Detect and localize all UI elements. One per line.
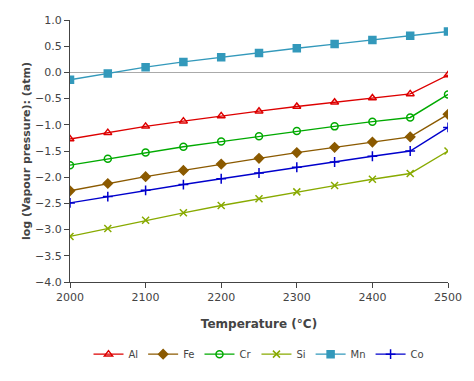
svg-text:log (Vapour pressure): (atm): log (Vapour pressure): (atm): [20, 62, 33, 240]
svg-text:Si: Si: [296, 349, 305, 360]
svg-text:Fe: Fe: [183, 349, 194, 360]
svg-text:2200: 2200: [207, 291, 235, 304]
svg-text:0.5: 0.5: [44, 40, 62, 53]
svg-text:−2.5: −2.5: [35, 197, 62, 210]
svg-text:−2.0: −2.0: [35, 171, 62, 184]
svg-text:−3.5: −3.5: [35, 250, 62, 263]
svg-text:Cr: Cr: [239, 349, 251, 360]
svg-text:2300: 2300: [283, 291, 311, 304]
svg-text:−3.0: −3.0: [35, 223, 62, 236]
svg-text:−0.5: −0.5: [35, 92, 62, 105]
svg-text:2500: 2500: [434, 291, 462, 304]
svg-text:−4.0: −4.0: [35, 276, 62, 289]
svg-text:0.0: 0.0: [44, 66, 62, 79]
svg-text:2100: 2100: [132, 291, 160, 304]
svg-text:Temperature (°C): Temperature (°C): [201, 317, 317, 331]
svg-text:2000: 2000: [56, 291, 84, 304]
svg-text:Al: Al: [129, 349, 139, 360]
svg-text:Co: Co: [411, 349, 424, 360]
svg-text:−1.5: −1.5: [35, 145, 62, 158]
svg-text:−1.0: −1.0: [35, 119, 62, 132]
svg-text:Mn: Mn: [351, 349, 366, 360]
svg-text:1.0: 1.0: [44, 14, 62, 27]
svg-text:2400: 2400: [358, 291, 386, 304]
